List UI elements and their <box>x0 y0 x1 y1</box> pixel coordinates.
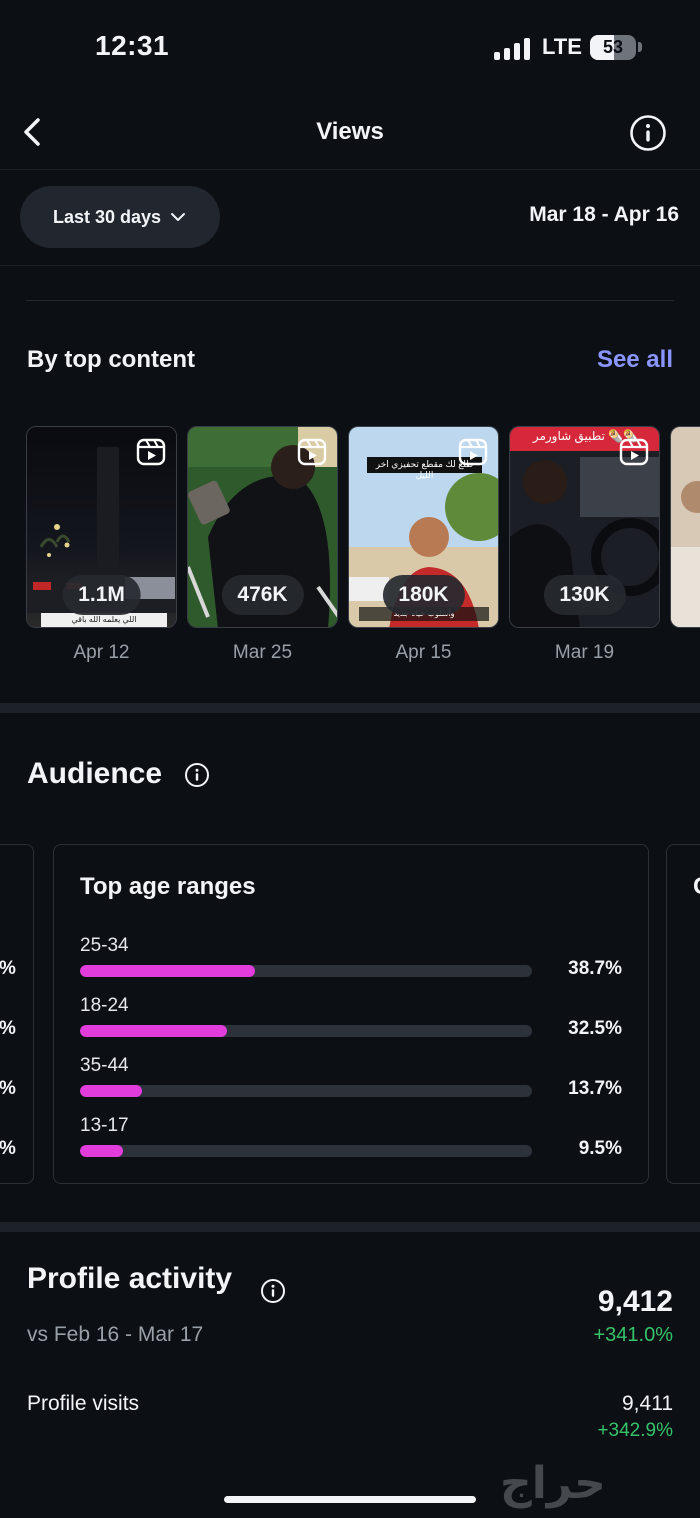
age-range-percent: 13.7% <box>568 1078 622 1099</box>
battery-level: 53 <box>602 37 624 57</box>
comparison-period: vs Feb 16 - Mar 17 <box>27 1323 204 1346</box>
signal-strength-icon <box>494 38 530 60</box>
battery-tip <box>638 42 642 52</box>
page-title: Views <box>316 118 384 145</box>
audience-card-partial-right[interactable]: G <box>666 844 700 1184</box>
info-icon[interactable] <box>260 1278 286 1304</box>
date-range-dropdown-label: Last 30 days <box>52 206 162 227</box>
top-content-title: By top content <box>27 346 195 373</box>
card-title-partial: G <box>693 873 700 901</box>
age-bar-track <box>80 1025 532 1037</box>
watermark-logo: حراج <box>500 1458 606 1509</box>
home-indicator[interactable] <box>224 1496 476 1503</box>
date-range-dropdown[interactable]: Last 30 days <box>20 186 220 248</box>
age-bar-fill <box>80 1145 123 1157</box>
video-thumbnail-image <box>188 427 337 627</box>
content-date: Apr 12 <box>73 642 130 663</box>
chevron-left-icon <box>24 118 40 146</box>
content-date: Mar 19 <box>554 642 615 663</box>
age-bar-fill <box>80 965 255 977</box>
content-thumbnail[interactable]: طلع لك مقطع تحفيزي اخر الليل وأسلوب حياة… <box>348 426 499 628</box>
age-range-label: 13-17 <box>80 1115 129 1136</box>
content-thumbnail[interactable]: 476K <box>187 426 338 628</box>
top-age-ranges-card[interactable]: Top age ranges 25-34 38.7% 18-24 32.5% 3… <box>53 844 649 1184</box>
audience-card-partial-left[interactable]: % % % % <box>0 844 34 1184</box>
content-date: Apr 15 <box>395 642 452 663</box>
side-percent: % <box>0 958 16 979</box>
age-bar-fill <box>80 1025 227 1037</box>
top-content-carousel[interactable]: اللي يعلمه الله باقي 1.1M Apr 12 <box>0 426 700 666</box>
info-icon[interactable] <box>184 762 210 788</box>
date-range-text: Mar 18 - Apr 16 <box>529 203 679 226</box>
reels-icon <box>458 438 488 466</box>
side-percent: % <box>0 1018 16 1039</box>
see-all-link[interactable]: See all <box>596 346 673 373</box>
views-count: 180K <box>382 575 465 615</box>
status-bar: 12:31 LTE 53 <box>0 0 700 100</box>
audience-title: Audience <box>27 757 163 790</box>
reels-icon <box>297 438 327 466</box>
card-title: Top age ranges <box>80 873 256 900</box>
age-range-percent: 9.5% <box>578 1138 622 1159</box>
age-bar-track <box>80 1145 532 1157</box>
profile-visits-label: Profile visits <box>27 1392 140 1415</box>
thumbnail-caption: اللي يعلمه الله باقي <box>71 615 137 624</box>
age-range-percent: 32.5% <box>568 1018 622 1039</box>
profile-activity-change: +341.0% <box>593 1324 673 1346</box>
content-thumbnail-partial[interactable] <box>670 426 700 628</box>
side-percent: % <box>0 1138 16 1159</box>
nav-bar: Views <box>0 100 700 170</box>
info-button[interactable] <box>628 113 668 153</box>
age-range-label: 25-34 <box>80 935 129 956</box>
divider <box>26 300 674 301</box>
reels-icon <box>619 438 649 466</box>
age-bar-fill <box>80 1085 142 1097</box>
side-percent: % <box>0 1078 16 1099</box>
age-range-label: 18-24 <box>80 995 129 1016</box>
profile-visits-change: +342.9% <box>597 1420 673 1441</box>
profile-visits-value: 9,411 <box>622 1392 673 1415</box>
content-thumbnail[interactable]: تطبيق شاورمر 🌯🌯 130K <box>509 426 660 628</box>
section-divider <box>0 1222 700 1232</box>
age-bar-track <box>80 965 532 977</box>
views-count: 1.1M <box>62 575 141 615</box>
section-divider <box>0 703 700 713</box>
profile-activity-total: 9,412 <box>597 1285 673 1318</box>
chevron-down-icon <box>171 213 186 221</box>
views-count: 130K <box>543 575 626 615</box>
age-range-label: 35-44 <box>80 1055 129 1076</box>
age-range-percent: 38.7% <box>568 958 622 979</box>
video-thumbnail-image <box>671 427 700 627</box>
age-bar-track <box>80 1085 532 1097</box>
info-icon <box>630 115 666 151</box>
status-time: 12:31 <box>95 30 170 61</box>
battery-icon: 53 <box>590 35 636 60</box>
profile-activity-title: Profile activity <box>27 1262 233 1295</box>
network-type: LTE <box>542 34 582 59</box>
reels-icon <box>136 438 166 466</box>
back-button[interactable] <box>14 112 54 152</box>
content-thumbnail[interactable]: اللي يعلمه الله باقي 1.1M <box>26 426 177 628</box>
thumbnail-overlay-text: طلع لك مقطع تحفيزي اخر الليل <box>375 459 474 480</box>
filter-row: Last 30 days Mar 18 - Apr 16 <box>0 170 700 266</box>
content-date: Mar 25 <box>232 642 293 663</box>
views-count: 476K <box>221 575 304 615</box>
